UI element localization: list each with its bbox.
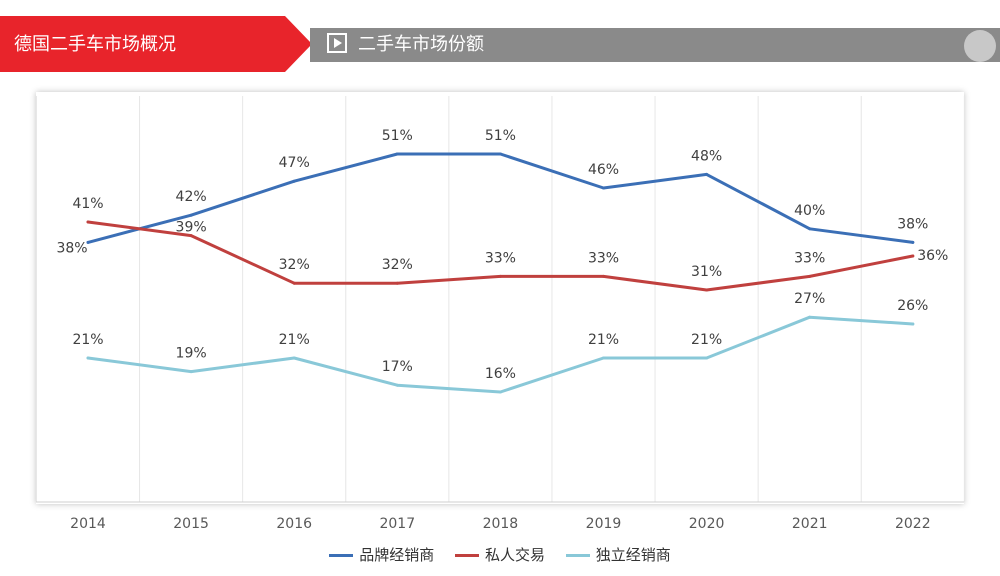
series-line xyxy=(86,152,915,244)
data-point xyxy=(292,179,296,183)
data-point xyxy=(395,383,399,387)
data-label: 31% xyxy=(691,264,722,280)
data-point xyxy=(292,356,296,360)
data-label: 21% xyxy=(72,332,103,348)
data-label: 51% xyxy=(485,128,516,144)
play-icon xyxy=(327,33,347,53)
x-tick-label: 2016 xyxy=(276,516,312,532)
legend-label-private: 私人交易 xyxy=(484,546,545,564)
legend-label-independent: 独立经销商 xyxy=(595,546,671,564)
data-label: 33% xyxy=(794,250,825,266)
x-tick-label: 2022 xyxy=(895,516,931,532)
legend-label-brand: 品牌经销商 xyxy=(359,546,435,564)
data-label: 46% xyxy=(588,162,619,178)
data-point xyxy=(911,322,915,326)
data-label: 38% xyxy=(897,216,928,232)
data-label: 38% xyxy=(56,240,87,256)
legend-swatch-private xyxy=(454,554,479,557)
chart-card xyxy=(36,92,964,504)
data-label: 33% xyxy=(485,250,516,266)
data-point xyxy=(86,220,90,224)
data-point xyxy=(705,356,709,360)
legend-swatch-brand xyxy=(329,554,354,557)
data-label: 48% xyxy=(691,148,722,164)
data-point xyxy=(189,234,193,238)
data-label: 40% xyxy=(794,203,825,219)
data-label: 32% xyxy=(382,257,413,273)
data-label: 47% xyxy=(279,155,310,171)
data-label: 19% xyxy=(176,346,207,362)
data-point xyxy=(705,172,709,176)
data-point xyxy=(498,390,502,394)
x-tick-label: 2018 xyxy=(483,516,519,532)
subtitle-bar xyxy=(310,28,1000,62)
data-label: 36% xyxy=(917,248,948,264)
data-label: 21% xyxy=(588,332,619,348)
data-label: 41% xyxy=(72,196,103,212)
data-point xyxy=(395,281,399,285)
data-point xyxy=(498,152,502,156)
data-label: 26% xyxy=(897,298,928,314)
data-label: 32% xyxy=(279,257,310,273)
page-title: 德国二手车市场概况 xyxy=(14,34,176,55)
data-point xyxy=(189,370,193,374)
x-tick-label: 2019 xyxy=(586,516,622,532)
data-point xyxy=(808,227,812,231)
data-point xyxy=(602,356,605,360)
x-tick-label: 2015 xyxy=(173,516,209,532)
legend-swatch-independent xyxy=(565,554,590,557)
data-label: 16% xyxy=(485,366,516,382)
title-banner xyxy=(0,16,312,72)
data-point xyxy=(808,274,812,278)
data-point xyxy=(86,240,90,244)
circle-icon xyxy=(964,30,996,62)
data-label: 17% xyxy=(382,359,413,375)
data-point xyxy=(86,356,90,360)
legend: 品牌经销商 私人交易 独立经销商 xyxy=(0,544,1000,565)
data-label: 21% xyxy=(691,332,722,348)
data-point xyxy=(808,315,812,319)
data-label: 39% xyxy=(176,220,207,236)
section-title: 二手车市场份额 xyxy=(358,34,484,55)
data-label: 42% xyxy=(176,189,207,205)
data-point xyxy=(498,274,502,278)
x-tick-label: 2014 xyxy=(70,516,106,532)
data-label: 33% xyxy=(588,250,619,266)
data-point xyxy=(602,274,605,278)
legend-item-private: 私人交易 xyxy=(454,544,545,565)
header-bar: 德国二手车市场概况 二手车市场份额 xyxy=(0,8,1000,72)
data-point xyxy=(189,213,193,217)
data-label: 51% xyxy=(382,128,413,144)
data-point xyxy=(705,288,709,292)
x-tick-label: 2020 xyxy=(689,516,725,532)
x-tick-label: 2017 xyxy=(379,516,415,532)
data-point xyxy=(911,254,915,258)
data-label: 21% xyxy=(279,332,310,348)
legend-item-brand: 品牌经销商 xyxy=(329,544,434,565)
data-point xyxy=(602,186,605,190)
x-tick-label: 2021 xyxy=(792,516,828,532)
data-point xyxy=(292,281,296,285)
data-point xyxy=(395,152,399,156)
data-point xyxy=(911,240,915,244)
data-label: 27% xyxy=(794,291,825,307)
legend-item-independent: 独立经销商 xyxy=(565,544,671,565)
